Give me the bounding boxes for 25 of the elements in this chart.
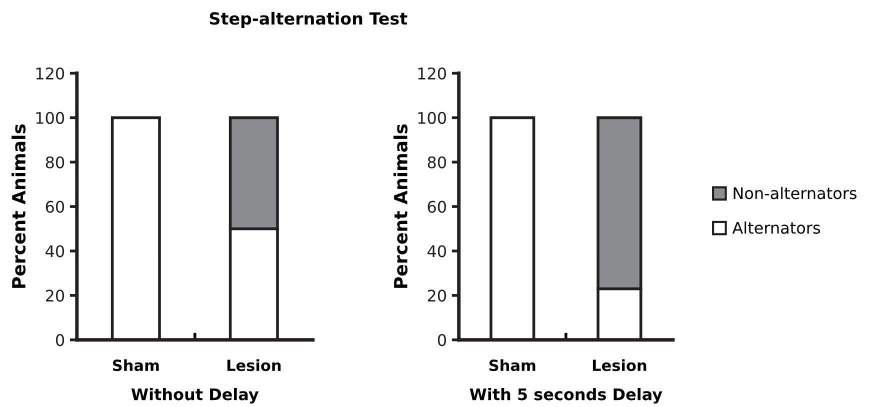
- y-tick-label: 20: [46, 290, 64, 302]
- chart-title: Step-alternation Test: [210, 12, 408, 28]
- y-tick-label: 80: [428, 156, 446, 168]
- y-tick-label: 100: [36, 112, 64, 124]
- y-tick-label: 120: [418, 67, 446, 80]
- y-tick-label: 0: [438, 334, 446, 346]
- y-axis-title: Percent Animals: [394, 124, 408, 288]
- y-tick-label: 60: [46, 200, 64, 213]
- y-tick-label: 80: [46, 156, 64, 168]
- x-axis-title: Without Delay: [131, 388, 259, 404]
- legend-label: Alternators: [732, 221, 820, 234]
- y-tick-label: 20: [428, 290, 446, 302]
- y-tick-label: 40: [428, 245, 446, 258]
- x-tick-label: Lesion: [227, 359, 281, 372]
- y-tick-label: 100: [418, 112, 446, 124]
- x-tick-label: Sham: [112, 359, 159, 372]
- x-tick-label: Sham: [489, 359, 536, 372]
- x-axis-title: With 5 seconds Delay: [470, 388, 662, 404]
- legend-label: Non-alternators: [734, 186, 856, 200]
- x-tick-label: Lesion: [592, 359, 646, 372]
- y-tick-label: 40: [46, 245, 64, 258]
- y-tick-label: 120: [36, 67, 64, 80]
- y-tick-label: 0: [56, 334, 64, 346]
- y-tick-label: 60: [428, 200, 446, 213]
- y-axis-title: Percent Animals: [12, 124, 26, 288]
